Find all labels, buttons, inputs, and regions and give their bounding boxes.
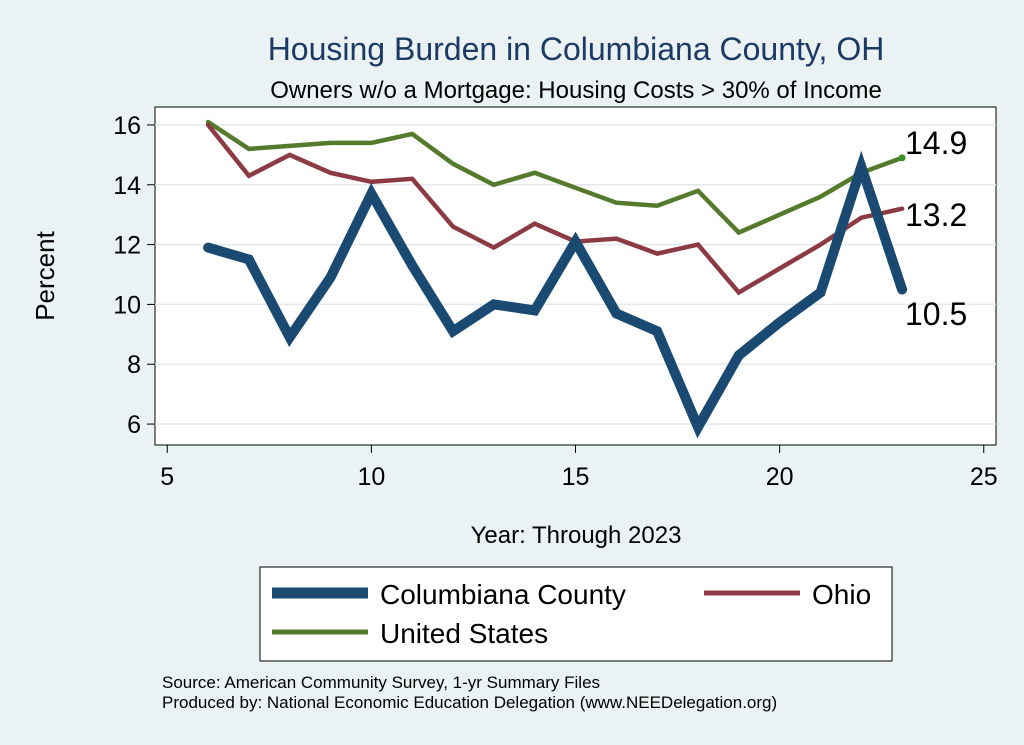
end-label-ohio: 13.2 <box>905 197 967 233</box>
source-note: Source: American Community Survey, 1-yr … <box>162 673 600 692</box>
y-tick-label: 12 <box>113 232 141 260</box>
x-tick-label: 10 <box>357 463 385 491</box>
y-axis: 6 8 10 12 14 16 <box>113 112 155 439</box>
series-lines <box>203 119 908 439</box>
x-tick-label: 25 <box>970 463 998 491</box>
end-label-columbiana-county: 10.5 <box>905 296 967 332</box>
x-axis: 5 10 15 20 25 <box>160 444 998 491</box>
series-line-columbiana-county <box>203 150 908 439</box>
chart-subtitle: Owners w/o a Mortgage: Housing Costs > 3… <box>270 77 882 104</box>
legend-label-columbiana: Columbiana County <box>380 579 626 610</box>
legend-label-ohio: Ohio <box>812 579 871 610</box>
y-axis-title: Percent <box>30 230 60 320</box>
y-tick-label: 8 <box>127 351 141 379</box>
y-tick-label: 16 <box>113 112 141 140</box>
legend-label-us: United States <box>380 618 548 649</box>
y-tick-label: 6 <box>127 411 141 439</box>
x-tick-label: 15 <box>562 463 590 491</box>
x-axis-title: Year: Through 2023 <box>471 522 682 549</box>
end-labels: 10.5 13.2 14.9 <box>905 125 967 332</box>
legend-box <box>259 566 893 662</box>
series-line-united-states <box>205 119 905 236</box>
series-line-ohio <box>205 122 905 296</box>
x-tick-label: 20 <box>766 463 794 491</box>
y-tick-label: 10 <box>113 291 141 319</box>
grid-lines <box>155 124 996 425</box>
end-label-united-states: 14.9 <box>905 125 967 161</box>
y-tick-label: 14 <box>113 172 141 200</box>
legend: Columbiana County Ohio United States <box>259 566 893 662</box>
chart-title: Housing Burden in Columbiana County, OH <box>268 31 885 67</box>
us-endpoint-marker <box>898 154 906 162</box>
x-tick-label: 5 <box>160 463 174 491</box>
plot-area <box>154 106 997 446</box>
produced-by-note: Produced by: National Economic Education… <box>162 693 777 712</box>
